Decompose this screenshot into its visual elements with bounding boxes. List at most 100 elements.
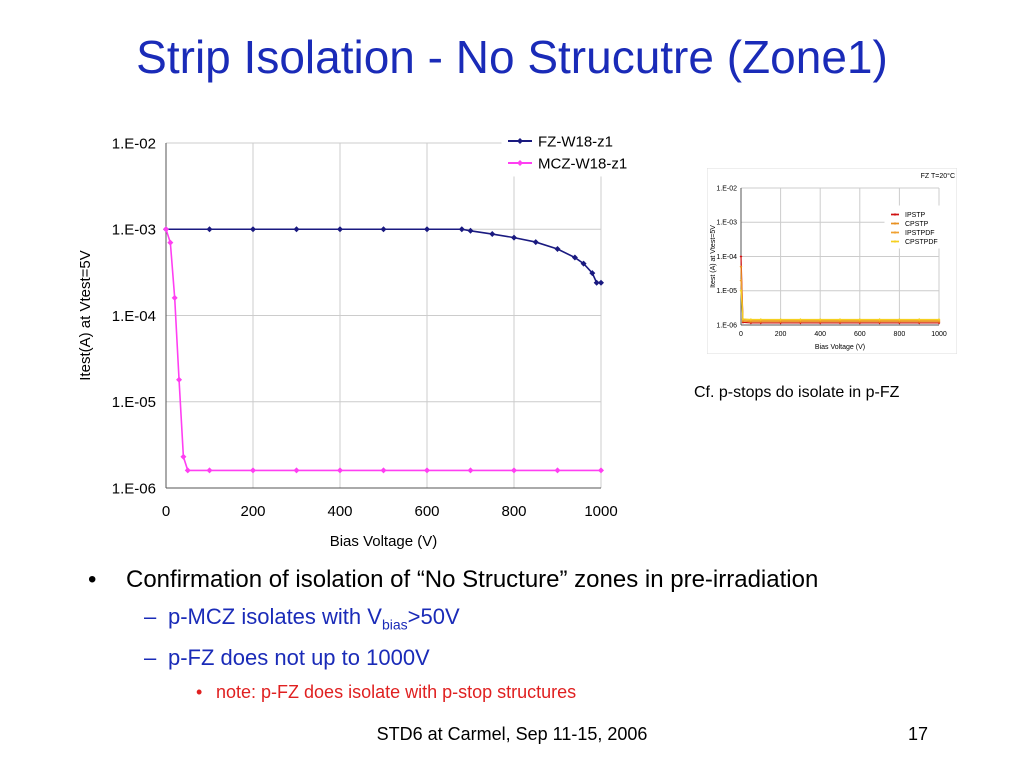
bullet-dot: • [88,566,97,593]
legend-label: FZ-W18-z1 [538,133,613,150]
data-point [171,294,178,301]
data-point [180,453,187,460]
data-point [741,317,745,321]
bullet-text: p-FZ does not up to 1000V [168,645,430,671]
data-point [167,239,174,246]
data-point [250,467,256,474]
data-point [580,260,587,267]
data-point [739,279,743,282]
bullet-dash: – [144,604,157,629]
x-axis-label: Bias Voltage (V) [330,533,438,550]
legend-marker [893,213,897,216]
data-point [337,226,343,233]
legend-label: CPSTP [905,221,929,228]
x-tick-label: 1000 [584,503,617,520]
data-point [424,226,430,233]
bullet-text-prefix: p-MCZ isolates with V [168,604,382,629]
y-axis-label: Itest(A) at Vtest=5V [77,250,94,380]
data-point [759,318,763,321]
x-tick-label: 400 [814,331,826,338]
data-point [380,226,387,233]
data-point [593,279,600,286]
bullet-text: note: p-FZ does isolate with p-stop stru… [216,682,577,703]
page-number: 17 [908,724,929,744]
data-point [511,234,517,241]
x-tick-label: 200 [775,331,787,338]
bullet-list: • Confirmation of isolation of “No Struc… [88,564,848,703]
chart-background [707,168,957,354]
data-point [206,467,213,474]
y-tick-label: 1.E-05 [716,288,737,295]
data-point [598,467,604,474]
data-point [337,467,343,474]
data-point [458,226,465,233]
legend-label: IPSTPDF [905,230,935,237]
data-point [250,226,256,233]
y-tick-label: 1.E-06 [112,480,156,497]
data-point [838,318,842,321]
legend-marker [893,231,897,234]
y-tick-label: 1.E-04 [716,254,737,261]
data-point [749,318,753,321]
inset-caption: Cf. p-stops do isolate in p-FZ [694,384,900,401]
legend-marker [517,138,523,144]
data-point [293,226,300,233]
data-point [184,467,191,474]
x-axis-label: Bias Voltage (V) [815,344,865,351]
data-point [898,318,901,321]
data-point [739,289,743,293]
legend-label: CPSTPDF [905,239,938,246]
chart-background [58,118,658,558]
data-point [554,467,561,474]
inset-chart: 0 200 400 600 800 1000 1.E-06 1.E-05 1.E-04 1.E-0… [707,168,957,354]
data-point [293,467,300,474]
legend-marker [893,240,897,243]
data-point [818,318,822,321]
series-CPSTPDF [739,289,941,321]
data-point [571,254,578,261]
data-point [554,246,561,253]
data-point [878,318,881,321]
data-point [467,227,474,234]
bullet-confirmation: • Confirmation of isolation of “No Struc… [88,564,848,596]
data-point [380,467,387,474]
y-axis-label: Itest (A) at Vtest=5V [710,225,717,288]
bullet-dot: • [196,682,203,703]
data-point [739,255,743,258]
legend: IPSTP CPSTP IPSTPDF CPSTPDF [884,205,942,249]
x-tick-label: 600 [414,503,439,520]
data-point [424,467,430,474]
x-tick-label: 0 [739,331,743,338]
bullet-text: Confirmation of isolation of “No Structu… [126,566,819,593]
main-chart: 0 200 400 600 800 1000 1.E-06 1.E-05 1.E-04 1.E-0… [58,118,658,558]
data-point [858,318,862,321]
y-tick-label: 1.E-03 [716,220,737,227]
data-point [917,318,921,321]
data-point [532,239,539,246]
y-tick-label: 1.E-02 [716,185,737,192]
legend-box [501,125,643,177]
data-point [163,226,169,233]
bullet-subscript: bias [381,616,408,633]
x-tick-label: 800 [501,503,526,520]
legend: FZ-W18-z1 MCZ-W18-z1 [501,125,643,177]
y-tick-label: 1.E-02 [112,135,156,152]
slide-title: Strip Isolation - No Strucutre (Zone1) [136,31,888,83]
data-point [739,265,743,269]
bullet-mcz: – p-MCZ isolates with Vbias>50V [88,604,848,637]
x-tick-label: 1000 [931,331,947,338]
data-point [176,376,183,383]
x-tick-label: 0 [162,503,170,520]
data-point [937,318,941,321]
y-tick-label: 1.E-03 [112,222,156,239]
series-MCZ-W18-z1 [163,226,604,474]
data-point [467,467,474,474]
x-tick-label: 200 [240,503,265,520]
legend-marker [517,160,523,166]
bullet-text-suffix: >50V [407,604,460,629]
data-point [779,318,782,321]
y-tick-label: 1.E-06 [716,322,737,329]
data-point [799,318,802,321]
series-line [166,228,601,284]
footer-text: STD6 at Carmel, Sep 11-15, 2006 [376,724,648,744]
